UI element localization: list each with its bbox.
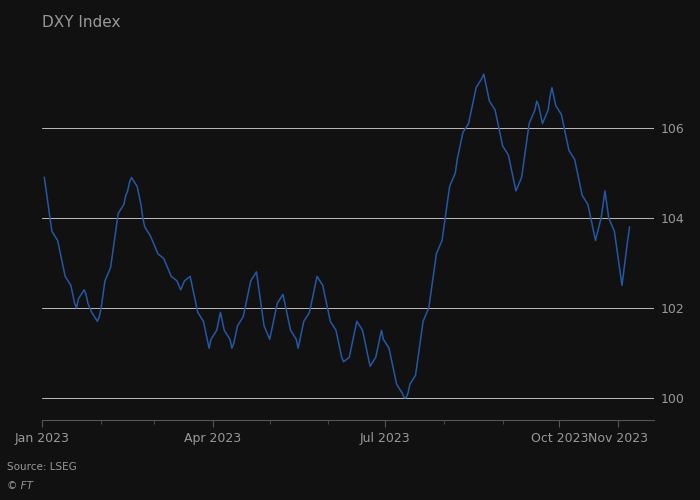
Text: © FT: © FT [7, 481, 33, 491]
Text: Source: LSEG: Source: LSEG [7, 462, 77, 472]
Text: DXY Index: DXY Index [43, 15, 121, 30]
